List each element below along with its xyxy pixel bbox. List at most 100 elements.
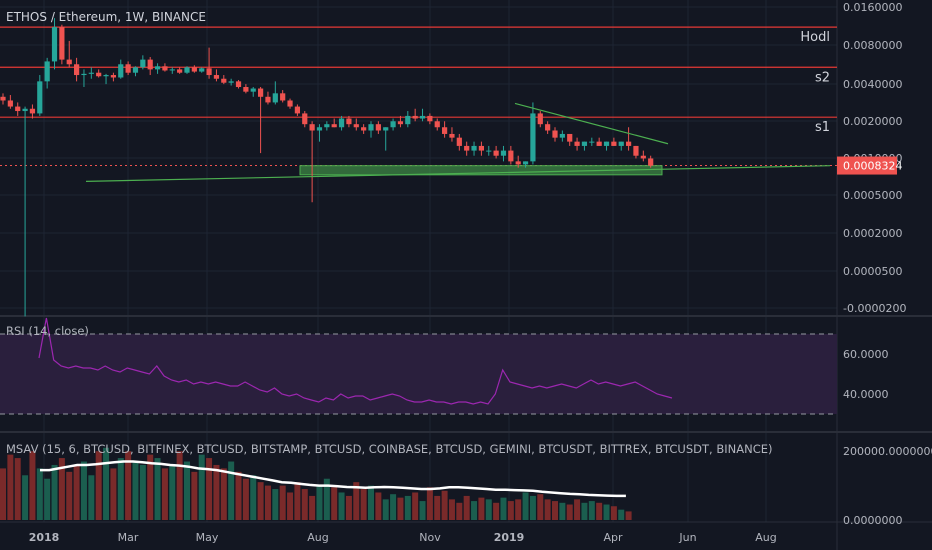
candle-body [147,59,153,70]
price-tick-label: 0.0040000 [843,78,903,91]
volume-bar [73,464,80,520]
candle-body [22,108,28,112]
volume-bar [596,502,603,520]
volume-bar [22,475,29,520]
candle-body [66,59,72,65]
candle-body [567,133,573,142]
volume-bar [242,478,249,520]
candle-body [324,124,330,128]
volume-bar [110,468,117,520]
candle-body [103,75,109,77]
support-zone-box [299,165,663,176]
level-label-Hodl: Hodl [800,30,830,45]
volume-bar [368,485,374,520]
time-tick-label: May [196,531,219,544]
volume-bar [309,495,316,520]
candle-body [361,127,367,131]
volume-bar [581,502,588,520]
volume-bar [404,495,411,520]
candle-body [302,113,308,125]
volume-bar [88,475,95,520]
volume-bar [184,461,190,520]
volume-bar [301,489,308,520]
price-tick-label: 0.0002000 [843,227,903,240]
time-tick-label: 2018 [29,531,60,544]
time-tick-label: Aug [755,531,776,544]
candle-body [7,100,13,107]
volume-bar [161,468,168,520]
candle-body [618,141,624,146]
candle-body [294,106,300,114]
candle-body [581,141,588,146]
candle-body [589,141,595,143]
candle-body [258,88,264,97]
time-tick-label: Mar [118,531,139,544]
chart-title: ETHOS / Ethereum, 1W, BINANCE [6,10,206,24]
volume-bar [14,458,21,520]
volume-bar [132,461,139,520]
candle-body [478,145,484,151]
candle-body [37,81,43,114]
current-price-label: 0.0008324 [843,160,903,173]
msav-label: MSAV (15, 6, BTCUSD, BITFINEX, BTCUSD, B… [6,442,773,456]
support-trend-line [85,165,831,182]
volume-bar [154,458,161,520]
volume-bar [198,454,205,520]
candle-body [309,124,315,131]
volume-bar [441,490,448,520]
candle-body [648,158,654,166]
volume-bar [375,492,382,520]
volume-bar [29,451,36,520]
volume-bar [515,499,522,520]
candle-body [228,81,234,83]
volume-bar [331,487,338,520]
candle-body [132,67,139,73]
candle-body [265,96,271,103]
candle-body [59,27,65,60]
candle-body [508,150,514,162]
candle-body [375,124,381,131]
candle-body [456,137,462,146]
volume-bar [345,495,352,520]
volume-bar [544,499,551,520]
candle-body [493,150,499,156]
candle-body [287,100,293,107]
candle-body [412,115,418,119]
volume-bar [448,499,455,520]
volume-bar [191,471,198,520]
candle-body [29,108,36,114]
volume-bar [235,471,242,520]
candle-body [154,66,161,70]
volume-bar [250,475,257,520]
candle-body [177,69,183,73]
volume-bar [382,499,389,520]
axes: 0.0160000 0.0080000 0.0040000 0.0020000 0.00… [29,1,932,544]
volume-bar [257,482,264,520]
candle-body [390,121,396,128]
candle-body [500,150,507,156]
volume-bar [36,468,43,520]
candle-body [530,113,536,162]
rsi-band [0,334,837,414]
volume-bar [478,497,485,520]
candle-body [213,75,220,79]
volume-ma-line [40,460,626,498]
candle-body [442,127,448,134]
candle-body [346,118,352,125]
volume-bar [44,478,51,520]
volume-bar [323,478,330,520]
volume-bar [412,492,419,520]
price-tick-label: 0.0000500 [843,265,903,278]
volume-bar [559,502,566,520]
candle-body [405,115,411,125]
candle-body [397,121,404,125]
time-tick-label: 2019 [494,531,525,544]
candle-body [250,88,256,92]
candle-body [331,124,337,128]
candle-body [603,141,610,146]
candles [0,18,654,317]
volume-bar [0,468,6,520]
volume-bar [625,511,632,520]
time-tick-label: Aug [307,531,328,544]
